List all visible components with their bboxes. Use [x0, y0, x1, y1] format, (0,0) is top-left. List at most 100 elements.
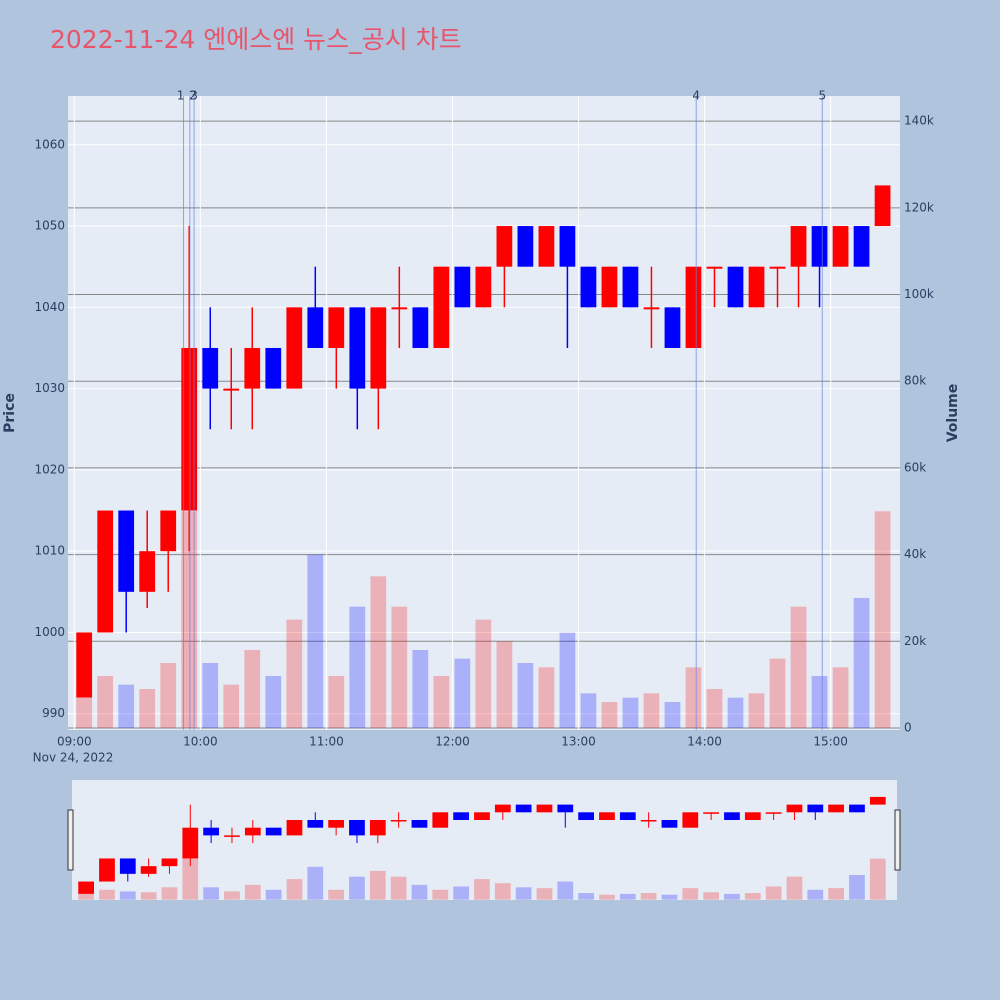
y2-tick-label: 40k: [904, 547, 926, 561]
y2-tick-label: 120k: [904, 200, 934, 214]
volume-bar: [769, 658, 786, 729]
y2-axis-title: Volume: [945, 384, 961, 443]
slider-candle-body: [849, 804, 865, 813]
y-tick-label: 1030: [34, 381, 65, 395]
candle-body: [118, 510, 135, 592]
candle-body: [496, 226, 513, 267]
candle-body: [727, 266, 744, 308]
volume-bar: [139, 688, 156, 729]
slider-volume-bar: [265, 889, 282, 900]
slider-candle-body: [765, 812, 782, 814]
slider-candle-body: [536, 804, 553, 813]
y2-tick-label: 60k: [904, 460, 926, 474]
volume-bar: [223, 684, 240, 729]
candle-body: [643, 307, 660, 310]
news-label: 3: [190, 89, 198, 103]
slider-volume-bar: [286, 879, 303, 900]
candle-body: [706, 266, 723, 269]
slider-candle-body: [724, 812, 740, 820]
candle-body: [454, 266, 471, 308]
range-slider[interactable]: [72, 780, 897, 900]
candle-body: [664, 307, 681, 348]
candle-body: [76, 632, 93, 698]
candle-body: [181, 347, 198, 511]
slider-candle-body: [474, 812, 490, 820]
candle-body: [433, 266, 450, 348]
x-tick-label: 10:00: [183, 735, 218, 749]
slider-volume-bar: [182, 858, 199, 900]
slider-volume-bar: [619, 893, 636, 900]
slider-volume-bar: [411, 884, 428, 900]
volume-bar: [349, 606, 366, 729]
candle-body: [832, 226, 849, 267]
slider-volume-bar: [224, 891, 240, 900]
y-tick-label: 1000: [34, 625, 65, 639]
slider-candle-body: [432, 812, 449, 828]
news-label: 1: [177, 89, 185, 103]
slider-volume-bar: [369, 870, 386, 900]
y2-tick-label: 0: [904, 721, 912, 735]
slider-volume-bar: [557, 881, 574, 900]
volume-bar: [538, 667, 555, 729]
volume-bar: [454, 658, 471, 729]
candle-body: [265, 347, 282, 389]
slider-volume-bar: [203, 887, 220, 900]
volume-bar: [601, 701, 618, 729]
slider-volume-bar: [494, 883, 511, 900]
slider-candle-body: [869, 796, 886, 805]
volume-bar: [328, 675, 345, 729]
volume-bar: [496, 641, 513, 729]
slider-volume-bar: [453, 886, 470, 900]
slider-candle-body: [786, 804, 803, 813]
volume-bar: [874, 511, 891, 729]
volume-bar: [517, 662, 534, 729]
slider-volume-bar: [869, 858, 886, 900]
slider-handle[interactable]: [67, 809, 74, 871]
candle-body: [391, 307, 408, 310]
candle-body: [370, 307, 387, 389]
volume-bar: [370, 576, 387, 729]
volume-bar: [244, 649, 261, 729]
slider-volume-bar: [349, 876, 365, 900]
slider-candle-body: [265, 827, 282, 836]
volume-bar: [391, 606, 408, 729]
volume-bar: [832, 667, 849, 729]
candle-body: [328, 307, 345, 348]
slider-candle-body: [328, 820, 345, 828]
chart-title: 2022-11-24 엔에스엔 뉴스_공시 차트: [50, 25, 462, 54]
slider-candle-body: [703, 812, 720, 814]
slider-candle-body: [557, 804, 574, 813]
candle-body: [244, 347, 261, 389]
x-tick-label: 12:00: [435, 735, 470, 749]
volume-bar: [307, 554, 324, 729]
slider-volume-bar: [786, 876, 803, 900]
y-tick-label: 1040: [34, 300, 65, 314]
slider-volume-bar: [828, 888, 845, 900]
candle-body: [286, 307, 303, 389]
volume-bar: [76, 693, 93, 729]
y-tick-label: 990: [42, 706, 65, 720]
candle-body: [139, 551, 156, 592]
slider-volume-bar: [119, 891, 136, 900]
candle-body: [97, 510, 114, 633]
candle-body: [412, 307, 429, 348]
candle-body: [853, 226, 870, 267]
slider-candle-body: [286, 820, 303, 836]
news-label: 5: [818, 89, 826, 103]
slider-volume-bar: [599, 894, 615, 900]
candle-body: [307, 307, 324, 348]
volume-bar: [412, 649, 429, 729]
slider-candle-body: [640, 820, 657, 822]
volume-bar: [643, 693, 660, 729]
slider-volume-bar: [703, 892, 720, 900]
candle-body: [517, 226, 534, 267]
y2-tick-label: 20k: [904, 634, 926, 648]
slider-candle-body: [599, 812, 615, 820]
candle-body: [601, 266, 618, 308]
y-tick-label: 1050: [34, 219, 65, 233]
y-axis-title: Price: [2, 393, 18, 433]
slider-volume-bar: [536, 888, 553, 900]
slider-handle[interactable]: [894, 809, 901, 871]
slider-volume-bar: [328, 889, 345, 900]
candle-body: [874, 185, 891, 227]
